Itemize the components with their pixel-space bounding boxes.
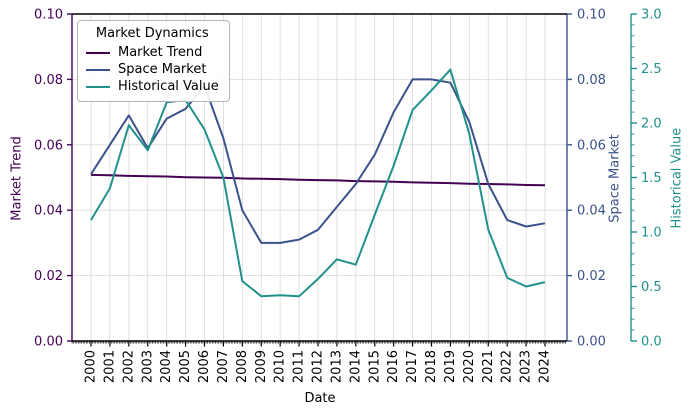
x-tick-label: 2008 bbox=[235, 350, 250, 383]
x-tick-label: 2006 bbox=[197, 350, 212, 383]
y-right-tick-label: 0.04 bbox=[577, 204, 606, 219]
y-left-tick-label: 0.00 bbox=[34, 335, 63, 350]
x-tick-label: 2024 bbox=[538, 350, 553, 383]
y-left-tick-label: 0.10 bbox=[34, 8, 63, 23]
x-tick-label: 2003 bbox=[140, 350, 155, 383]
legend-item-market-trend: Market Trend bbox=[86, 44, 219, 61]
x-tick-label: 2010 bbox=[273, 350, 288, 383]
y-axis-label-space-market: Space Market bbox=[607, 134, 623, 223]
y-left-tick-label: 0.08 bbox=[34, 73, 63, 88]
y-left-tick-label: 0.02 bbox=[34, 269, 63, 284]
x-tick-label: 2015 bbox=[367, 350, 382, 383]
y-left-tick-label: 0.06 bbox=[34, 138, 63, 153]
x-tick-label: 2016 bbox=[386, 350, 401, 383]
x-tick-label: 2013 bbox=[329, 350, 344, 383]
x-tick-label: 2000 bbox=[84, 350, 99, 383]
series-line-space-market bbox=[90, 78, 546, 244]
x-tick-label: 2009 bbox=[254, 350, 269, 383]
y-far-right-tick-label: 0.0 bbox=[641, 335, 662, 350]
x-tick-label: 2011 bbox=[292, 350, 307, 383]
x-tick-label: 2018 bbox=[424, 350, 439, 383]
x-axis-label-date: Date bbox=[304, 391, 336, 406]
x-tick-label: 2007 bbox=[216, 350, 231, 383]
y-far-right-tick-label: 3.0 bbox=[641, 8, 662, 23]
y-axis-label-market-trend: Market Trend bbox=[9, 136, 25, 221]
x-tick-label: 2014 bbox=[348, 350, 363, 383]
legend-item-label: Historical Value bbox=[118, 79, 219, 94]
y-far-right-tick-label: 1.5 bbox=[641, 171, 662, 186]
space-market-line-swatch bbox=[86, 68, 110, 71]
x-tick-label: 2005 bbox=[178, 350, 193, 383]
historical-value-line-swatch bbox=[86, 85, 110, 88]
x-tick-label: 2012 bbox=[311, 350, 326, 383]
legend-item-label: Market Trend bbox=[118, 45, 203, 60]
legend-item-label: Space Market bbox=[118, 62, 207, 77]
y-right-tick-label: 0.00 bbox=[577, 335, 606, 350]
x-tick-label: 2021 bbox=[481, 350, 496, 383]
y-right-tick-label: 0.08 bbox=[577, 73, 606, 88]
legend-title: Market Dynamics bbox=[95, 26, 209, 41]
x-tick-label: 2004 bbox=[159, 350, 174, 383]
y-far-right-tick-label: 1.0 bbox=[641, 226, 662, 241]
legend[interactable]: Market Dynamics Market Trend Space Marke… bbox=[77, 20, 230, 102]
market-trend-line-swatch bbox=[86, 51, 110, 54]
x-tick-label: 2023 bbox=[519, 350, 534, 383]
x-tick-label: 2002 bbox=[121, 350, 136, 383]
y-far-right-tick-label: 0.5 bbox=[641, 280, 662, 295]
y-right-tick-label: 0.06 bbox=[577, 138, 606, 153]
series-line-historical-value bbox=[90, 68, 546, 298]
x-tick-label: 2022 bbox=[500, 350, 515, 383]
x-tick-label: 2017 bbox=[405, 350, 420, 383]
x-tick-label: 2001 bbox=[102, 350, 117, 383]
x-tick-label: 2019 bbox=[443, 350, 458, 383]
y-right-tick-label: 0.02 bbox=[577, 269, 606, 284]
y-right-tick-label: 0.10 bbox=[577, 8, 606, 23]
series-line-market-trend bbox=[90, 173, 546, 187]
legend-item-historical-value: Historical Value bbox=[86, 78, 219, 95]
y-far-right-tick-label: 2.5 bbox=[641, 62, 662, 77]
y-far-right-tick-label: 2.0 bbox=[641, 117, 662, 132]
legend-item-space-market: Space Market bbox=[86, 61, 219, 78]
x-tick-label: 2020 bbox=[462, 350, 477, 383]
y-axis-label-historical-value: Historical Value bbox=[669, 127, 685, 229]
y-left-tick-label: 0.04 bbox=[34, 204, 63, 219]
